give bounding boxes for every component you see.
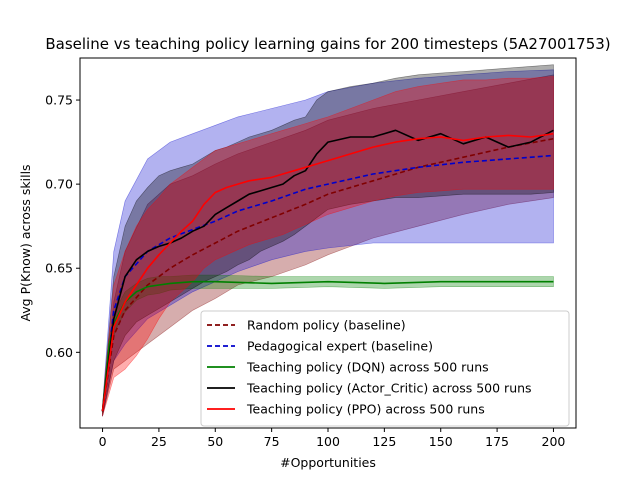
band-teaching-policy-dqn-across-500-runs <box>102 274 554 415</box>
y-tick-label: 0.75 <box>45 93 73 108</box>
legend-label-teaching-policy-actor-critic-across-500-runs: Teaching policy (Actor_Critic) across 50… <box>246 381 532 396</box>
line-random-policy-baseline <box>101 137 554 412</box>
x-tick-label: 175 <box>485 434 509 449</box>
x-tick-label: 75 <box>264 434 280 449</box>
legend-box <box>200 310 570 427</box>
x-axis-label: #Opportunities <box>280 455 376 470</box>
line-pedagogical-expert-baseline <box>101 154 554 412</box>
x-tick-label: 200 <box>542 434 566 449</box>
y-axis-label: Avg P(Know) across skills <box>18 164 33 321</box>
band-teaching-policy-ppo-across-500-runs <box>102 76 554 417</box>
series-lines <box>101 129 554 412</box>
legend-label-random-policy-baseline: Random policy (baseline) <box>247 318 406 333</box>
legend: Random policy (baseline) Pedagogical expe… <box>200 310 570 427</box>
x-tick-label: 25 <box>151 434 167 449</box>
legend-label-pedagogical-expert-baseline: Pedagogical expert (baseline) <box>247 339 433 354</box>
y-axis-ticks: 0.60 0.65 0.70 0.75 <box>45 93 80 360</box>
y-tick-label: 0.70 <box>45 177 73 192</box>
x-tick-label: 0 <box>99 434 107 449</box>
band-random-policy-baseline <box>102 74 554 417</box>
legend-label-teaching-policy-ppo-across-500-runs: Teaching policy (PPO) across 500 runs <box>246 402 485 417</box>
confidence-bands <box>102 64 554 417</box>
line-teaching-policy-ppo-across-500-runs <box>101 132 554 412</box>
x-tick-label: 100 <box>316 434 340 449</box>
band-pedagogical-expert-baseline <box>102 69 554 417</box>
x-tick-label: 150 <box>429 434 453 449</box>
chart-title: Baseline vs teaching policy learning gai… <box>45 35 610 53</box>
band-teaching-policy-actor-critic-across-500-runs <box>102 64 554 417</box>
legend-label-teaching-policy-dqn-across-500-runs: Teaching policy (DQN) across 500 runs <box>246 360 489 375</box>
y-tick-label: 0.65 <box>45 261 73 276</box>
x-tick-label: 125 <box>372 434 396 449</box>
line-teaching-policy-actor-critic-across-500-runs <box>101 129 554 412</box>
y-tick-label: 0.60 <box>45 345 73 360</box>
x-tick-label: 50 <box>207 434 223 449</box>
x-axis-ticks: 0 25 50 75 100 125 150 175 200 <box>99 428 566 449</box>
